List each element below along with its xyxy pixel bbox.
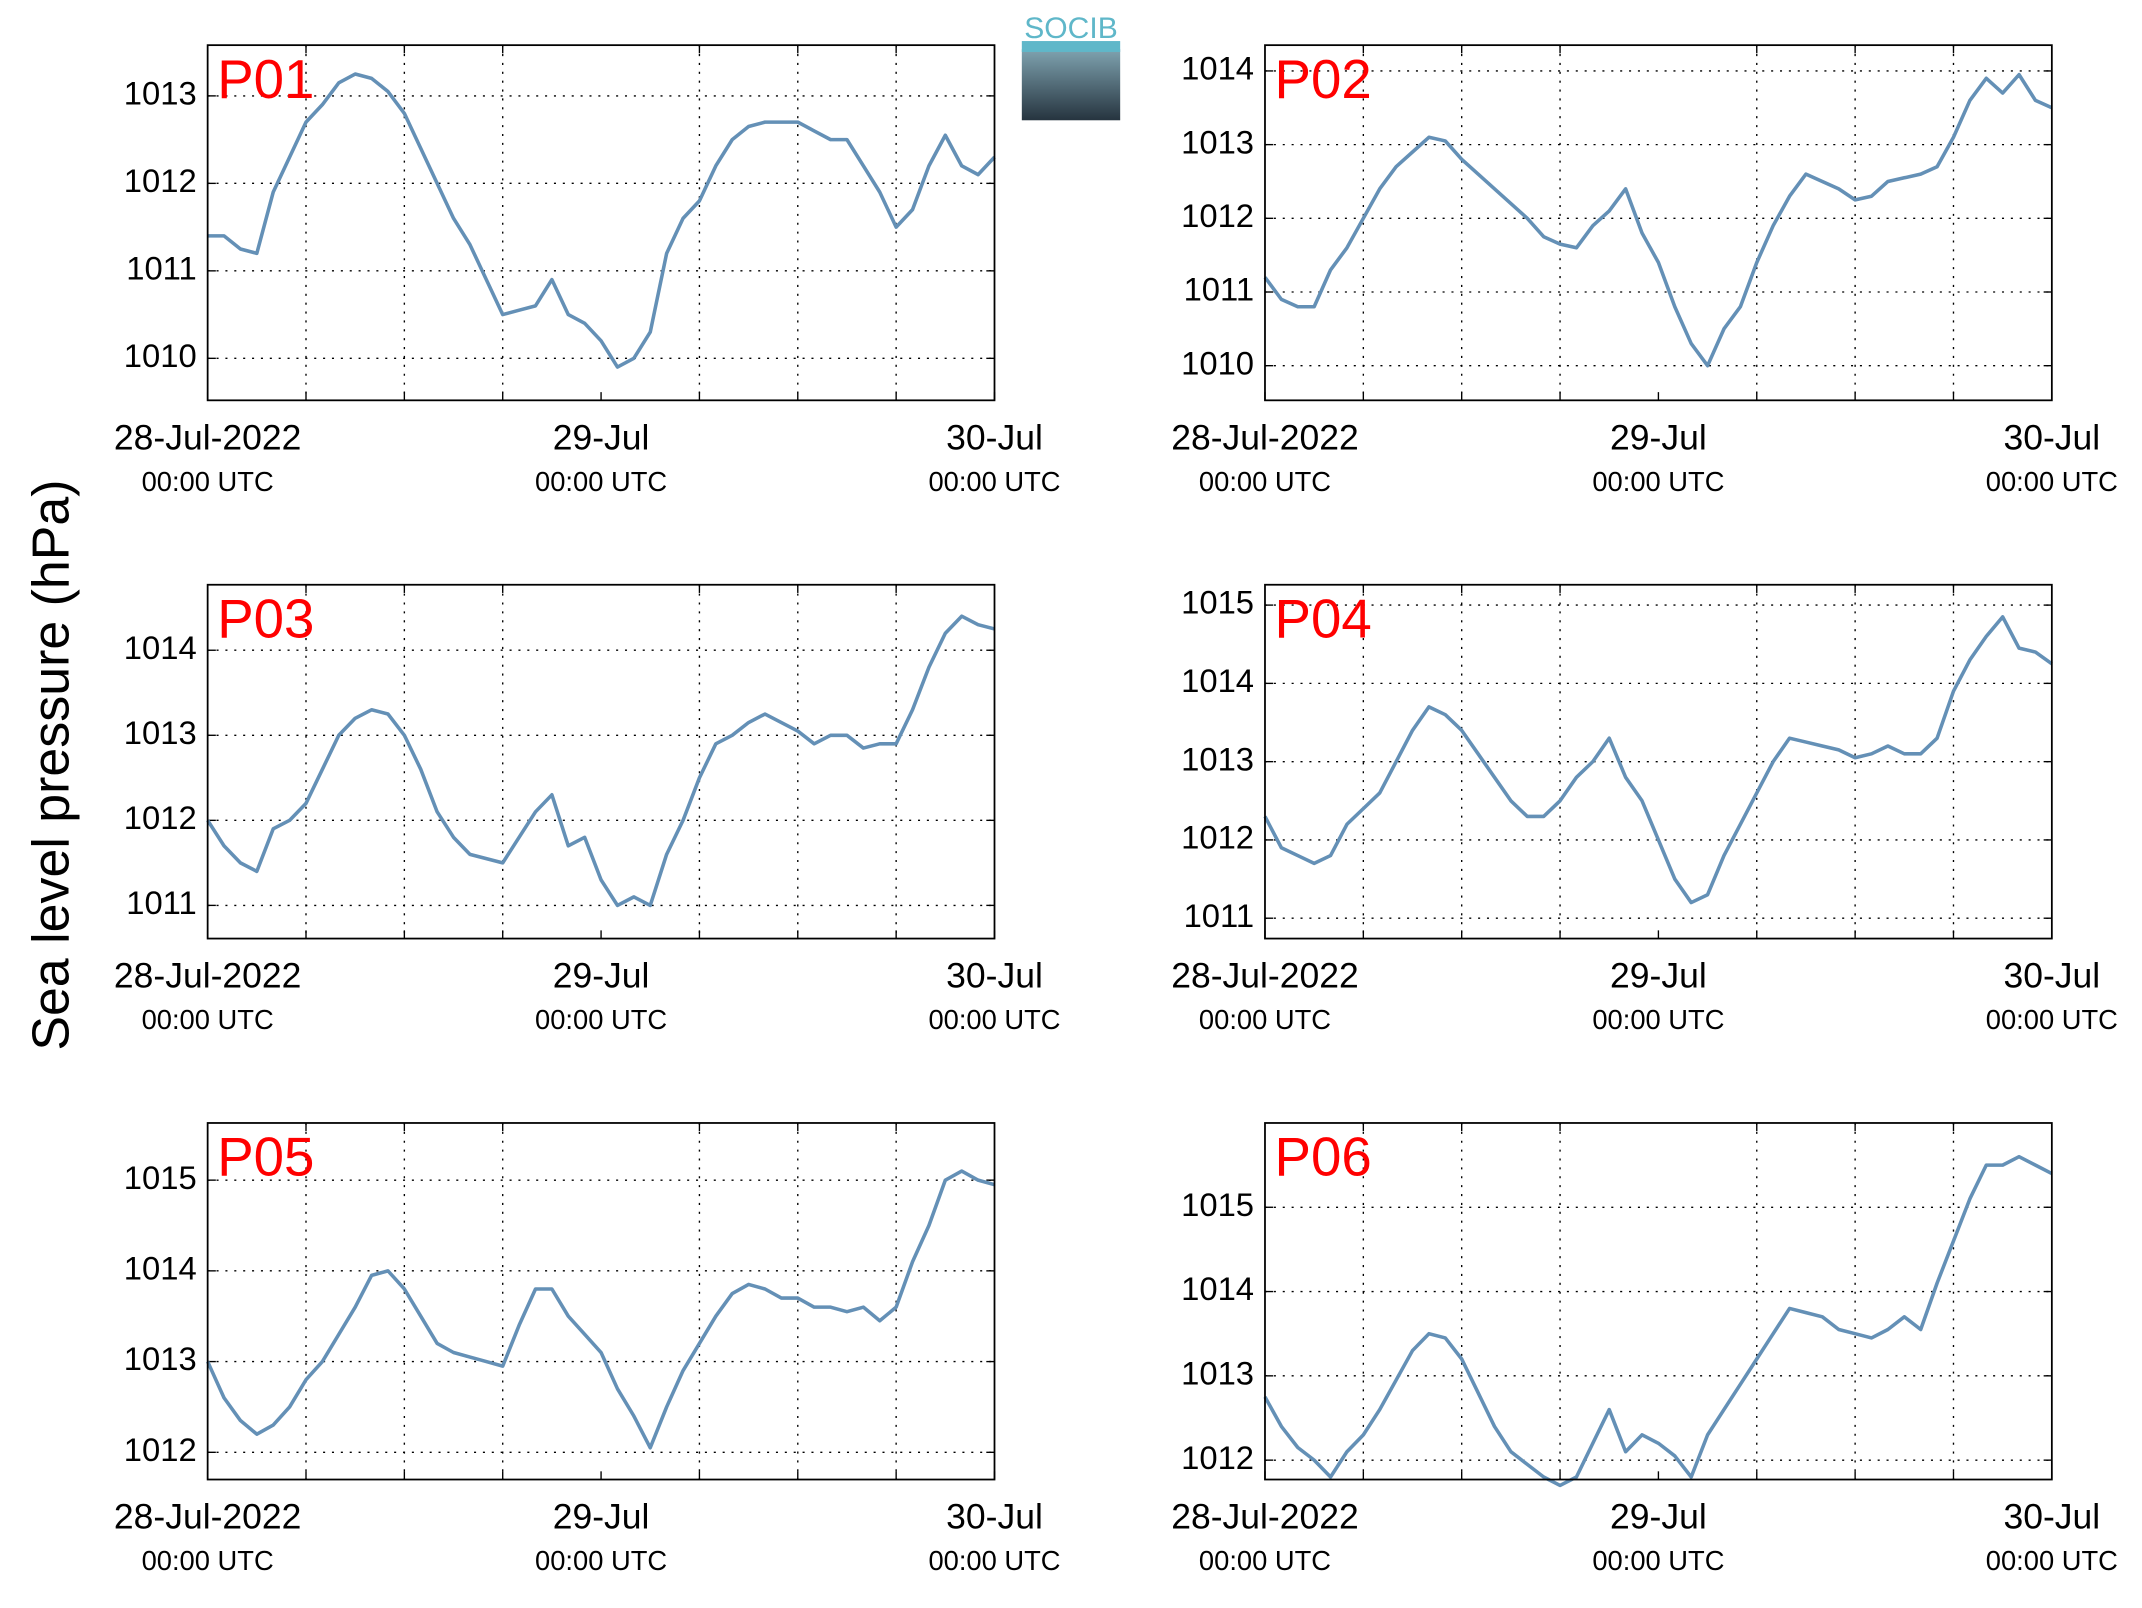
panel: 1012 1013 1014 1015 28-Jul-2022 00:00 UTC 29-J… bbox=[1171, 1122, 2118, 1576]
x-tick-sublabel: 00:00 UTC bbox=[1199, 1004, 1331, 1035]
y-tick-label: 1012 bbox=[1181, 197, 1254, 234]
x-tick-sublabel: 00:00 UTC bbox=[1986, 1545, 2118, 1576]
y-axis-label: Sea level pressure (hPa) bbox=[22, 479, 80, 1050]
y-tick-label: 1012 bbox=[1181, 819, 1254, 856]
line bbox=[1263, 72, 2053, 368]
panel-title: P02 bbox=[1275, 49, 1372, 110]
x-tick-label: 28-Jul-2022 bbox=[114, 1497, 301, 1537]
plot-frame bbox=[1264, 1122, 2053, 1481]
y-tick-label: 1012 bbox=[1181, 1439, 1254, 1476]
y-tick-label: 1011 bbox=[126, 250, 196, 287]
x-tick-label: 29-Jul bbox=[1610, 1497, 1707, 1537]
y-tick-label: 1015 bbox=[1181, 1186, 1254, 1223]
x-tick-sublabel: 00:00 UTC bbox=[142, 1545, 274, 1576]
y-tick-label: 1014 bbox=[124, 1250, 197, 1287]
x-tick-sublabel: 00:00 UTC bbox=[1592, 1004, 1724, 1035]
plot-area bbox=[207, 1122, 995, 1480]
x-tick-label: 28-Jul-2022 bbox=[114, 417, 301, 457]
panel-title: P04 bbox=[1275, 588, 1372, 649]
x-tick-sublabel: 00:00 UTC bbox=[535, 1545, 667, 1576]
x-tick-label: 30-Jul bbox=[2003, 956, 2100, 996]
y-tick-label: 1010 bbox=[124, 337, 197, 374]
y-tick-label: 1013 bbox=[1181, 123, 1254, 160]
y-tick-label: 1012 bbox=[124, 1431, 197, 1468]
logo-box bbox=[1021, 49, 1121, 121]
plot-frame bbox=[206, 1122, 996, 1481]
y-tick-label: 1013 bbox=[124, 75, 197, 112]
x-tick-label: 28-Jul-2022 bbox=[1171, 417, 1358, 457]
y-tick-label: 1015 bbox=[1181, 584, 1254, 621]
panel-title: P05 bbox=[217, 1127, 314, 1188]
x-tick-sublabel: 00:00 UTC bbox=[142, 466, 274, 497]
y-tick-label: 1014 bbox=[1181, 1270, 1254, 1307]
y-tick-label: 1011 bbox=[1184, 897, 1254, 934]
x-tick-sublabel: 00:00 UTC bbox=[142, 1004, 274, 1035]
plot-area bbox=[1264, 45, 2052, 401]
y-tick-label: 1015 bbox=[124, 1159, 197, 1196]
x-tick-sublabel: 00:00 UTC bbox=[928, 1004, 1060, 1035]
plot-area bbox=[1264, 584, 2052, 939]
x-tick-label: 30-Jul bbox=[946, 956, 1043, 996]
y-tick-label: 1013 bbox=[124, 714, 197, 751]
logo-text: SOCIB bbox=[1024, 12, 1118, 45]
line bbox=[206, 614, 995, 908]
panel-title: P06 bbox=[1275, 1127, 1372, 1188]
panel: 1010 1011 1012 1013 1014 28-Jul-2022 00:00 UTC… bbox=[1171, 44, 2118, 497]
x-tick-label: 28-Jul-2022 bbox=[1171, 956, 1358, 996]
x-tick-label: 30-Jul bbox=[946, 417, 1043, 457]
plot-area bbox=[1264, 1122, 2052, 1480]
line bbox=[207, 72, 996, 369]
panel: 1011 1012 1013 1014 28-Jul-2022 00:00 UTC 29-J… bbox=[114, 583, 1061, 1035]
y-tick-label: 1014 bbox=[124, 629, 197, 666]
panel-title: P01 bbox=[217, 49, 314, 110]
x-tick-sublabel: 00:00 UTC bbox=[535, 466, 667, 497]
panel-title: P03 bbox=[217, 588, 314, 649]
y-tick-label: 1010 bbox=[1181, 344, 1254, 381]
y-tick-label: 1014 bbox=[1181, 50, 1254, 87]
plot-frame bbox=[1264, 583, 2053, 940]
x-tick-sublabel: 00:00 UTC bbox=[1199, 466, 1331, 497]
x-tick-label: 28-Jul-2022 bbox=[1171, 1497, 1358, 1537]
panel: 1010 1011 1012 1013 28-Jul-2022 00:00 UTC 29-J… bbox=[114, 44, 1061, 497]
x-tick-sublabel: 00:00 UTC bbox=[928, 1545, 1060, 1576]
line bbox=[1263, 1154, 2053, 1488]
logo-band bbox=[1021, 41, 1121, 52]
y-tick-label: 1013 bbox=[1181, 740, 1254, 777]
x-tick-label: 30-Jul bbox=[946, 1497, 1043, 1537]
x-tick-label: 29-Jul bbox=[553, 417, 650, 457]
y-tick-label: 1011 bbox=[126, 884, 196, 921]
x-tick-label: 30-Jul bbox=[2003, 417, 2100, 457]
x-tick-label: 28-Jul-2022 bbox=[114, 956, 301, 996]
x-tick-label: 29-Jul bbox=[553, 956, 650, 996]
x-tick-sublabel: 00:00 UTC bbox=[1199, 1545, 1331, 1576]
x-tick-label: 29-Jul bbox=[1610, 417, 1707, 457]
y-tick-label: 1012 bbox=[124, 799, 197, 836]
plot-frame bbox=[1264, 44, 2053, 402]
x-tick-sublabel: 00:00 UTC bbox=[1986, 1004, 2118, 1035]
y-tick-label: 1013 bbox=[124, 1340, 197, 1377]
x-tick-sublabel: 00:00 UTC bbox=[1592, 466, 1724, 497]
x-tick-label: 29-Jul bbox=[1610, 956, 1707, 996]
panel: 1012 1013 1014 1015 28-Jul-2022 00:00 UTC 29-J… bbox=[114, 1122, 1061, 1576]
y-tick-label: 1013 bbox=[1181, 1355, 1254, 1392]
y-tick-label: 1011 bbox=[1184, 271, 1254, 308]
x-tick-label: 29-Jul bbox=[553, 1497, 650, 1537]
y-tick-label: 1014 bbox=[1181, 662, 1254, 699]
x-tick-sublabel: 00:00 UTC bbox=[1986, 466, 2118, 497]
y-tick-label: 1012 bbox=[124, 162, 197, 199]
plot-frame bbox=[206, 583, 996, 940]
logo: SOCIB bbox=[1021, 12, 1121, 121]
x-tick-label: 30-Jul bbox=[2003, 1497, 2100, 1537]
x-tick-sublabel: 00:00 UTC bbox=[535, 1004, 667, 1035]
x-tick-sublabel: 00:00 UTC bbox=[928, 466, 1060, 497]
line bbox=[206, 1169, 995, 1450]
x-tick-sublabel: 00:00 UTC bbox=[1592, 1545, 1724, 1576]
plot-frame bbox=[206, 44, 996, 402]
line bbox=[1263, 615, 2053, 905]
panel: 1011 1012 1013 1014 1015 28-Jul-2022 00:00 UTC… bbox=[1171, 584, 2118, 1035]
